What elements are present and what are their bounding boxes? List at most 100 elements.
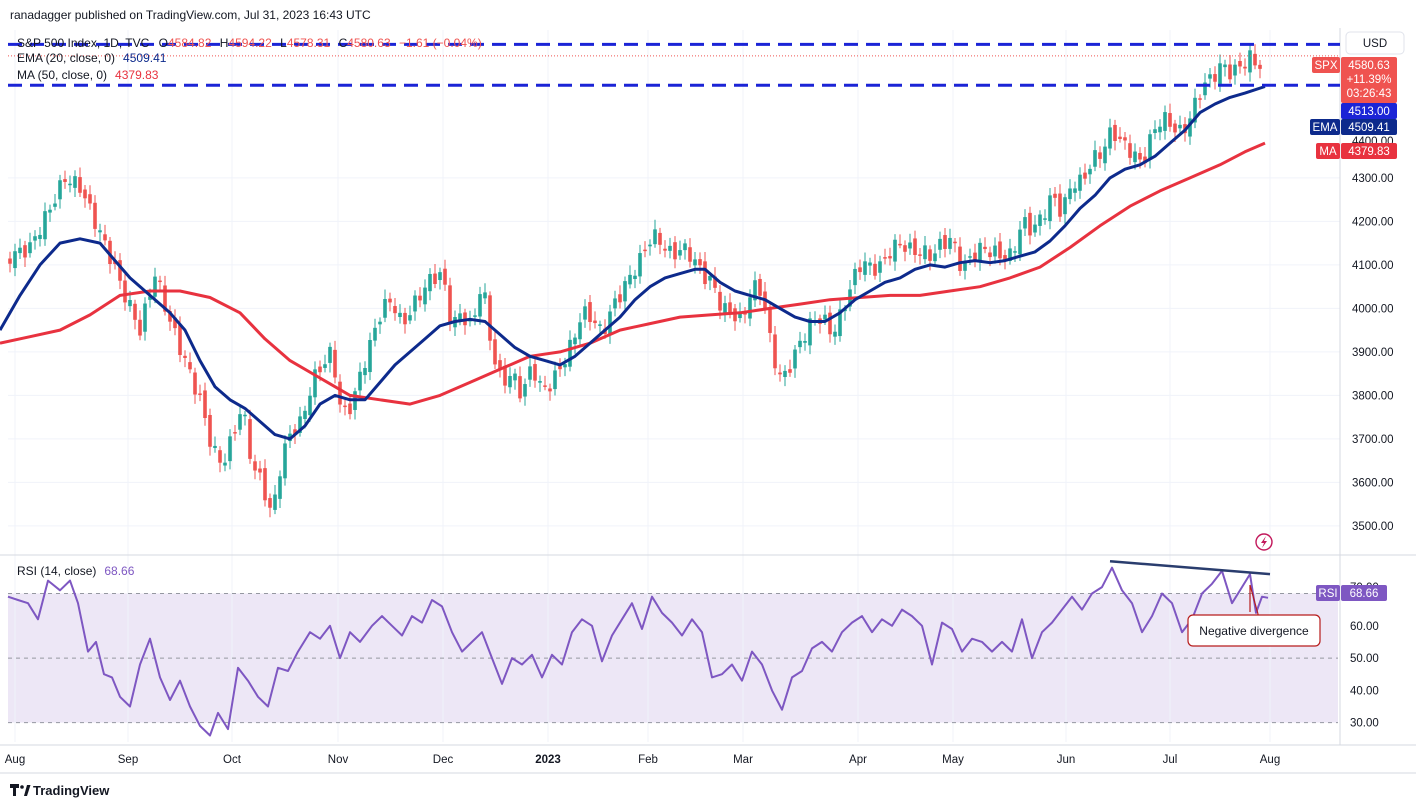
candle-body [898,243,902,246]
candle-body [923,245,927,260]
candle-body [558,366,562,370]
candle-body [293,429,297,435]
candle-body [1023,217,1027,229]
candle-body [23,245,27,258]
candle-body [578,322,582,340]
candle-body [1203,82,1207,96]
ema-value-tag: 4509.41 [1341,119,1397,135]
candle-body [1053,193,1057,198]
candle-body [218,450,222,463]
candle-body [1103,146,1107,164]
svg-text:EMA: EMA [1313,122,1338,134]
symbol-title: S&P 500 Index, 1D, TVC [17,36,150,50]
candle-body [143,303,147,332]
negative-divergence-callout[interactable]: Negative divergence [1187,614,1321,647]
spx-symbol-tag: SPX [1312,57,1340,73]
candle-body [798,340,802,348]
candle-body [1108,127,1112,149]
candle-body [233,432,237,434]
rsi-tick-label: 50.00 [1350,653,1379,665]
time-tick-label: Apr [849,754,867,766]
publisher-line: ranadagger published on TradingView.com,… [10,8,371,22]
lightning-event-icon[interactable] [1255,533,1273,551]
high-value: 4594.22 [228,36,272,50]
candle-body [973,252,977,262]
candle-body [1093,150,1097,167]
svg-text:MA: MA [1319,146,1337,158]
candle-body [323,364,327,368]
ma-value-tag: 4379.83 [1341,143,1397,159]
candle-body [298,416,302,433]
candle-body [618,294,622,303]
candle-body [1008,248,1012,262]
rsi-value-tag: 68.66 [1341,585,1387,601]
rsi-name-tag: RSI [1316,585,1340,601]
candle-body [548,388,552,392]
rsi-legend[interactable]: RSI (14, close) 68.66 [17,564,135,578]
candle-body [273,494,277,510]
candle-body [428,274,432,292]
candle-body [708,275,712,281]
candle-body [418,295,422,301]
level-price-tag: 4513.00 [1341,103,1397,119]
candle-body [658,232,662,245]
price-tick-label: 3600.00 [1352,477,1394,489]
candle-body [748,297,752,319]
candle-body [343,405,347,408]
candle-body [663,248,667,251]
time-tick-label: Mar [733,754,753,766]
candle-body [1148,134,1152,159]
candle-body [503,365,507,386]
open-value: 4584.82 [168,36,212,50]
candle-body [88,194,92,204]
svg-text:SPX: SPX [1314,60,1337,72]
candle-body [328,346,332,363]
negative-divergence-trendline[interactable] [1109,559,1271,576]
candle-body [563,364,567,368]
ma-legend[interactable]: MA (50, close, 0) 4379.83 [17,68,159,82]
candle-body [213,445,217,449]
candle-body [833,331,837,337]
candle-body [758,278,762,296]
price-tick-label: 4300.00 [1352,173,1394,185]
candle-body [753,280,757,301]
candle-body [333,349,337,378]
candle-body [148,296,152,300]
candle-body [593,320,597,324]
candle-body [268,498,272,508]
candle-body [1118,136,1122,139]
ema-legend[interactable]: EMA (20, close, 0) 4509.41 [17,51,167,65]
time-tick-label: Sep [118,754,138,766]
time-tick-label: Dec [433,754,454,766]
candle-body [1018,229,1022,255]
candle-body [773,334,777,369]
candle-body [713,276,717,288]
price-tick-label: 3500.00 [1352,521,1394,533]
candle-body [958,246,962,271]
candle-body [903,245,907,252]
candle-body [693,259,697,266]
candle-body [1133,151,1137,163]
candlestick-series [8,44,1262,518]
candle-body [988,252,992,258]
candle-body [383,299,387,318]
candle-body [1248,50,1252,73]
candle-body [488,295,492,341]
candle-body [983,246,987,250]
tradingview-logo[interactable]: TradingView [10,783,110,798]
candle-body [918,254,922,256]
candle-body [1063,197,1067,215]
candle-body [398,312,402,317]
candle-body [998,241,1002,259]
candle-body [588,302,592,323]
candle-body [778,372,782,375]
candle-body [1163,112,1167,131]
candle-body [783,370,787,377]
candle-body [788,369,792,373]
rsi-tick-label: 30.00 [1350,718,1379,730]
candle-body [608,311,612,336]
candle-body [1073,188,1077,193]
currency-button[interactable]: USD [1345,31,1405,55]
candle-body [53,203,57,207]
